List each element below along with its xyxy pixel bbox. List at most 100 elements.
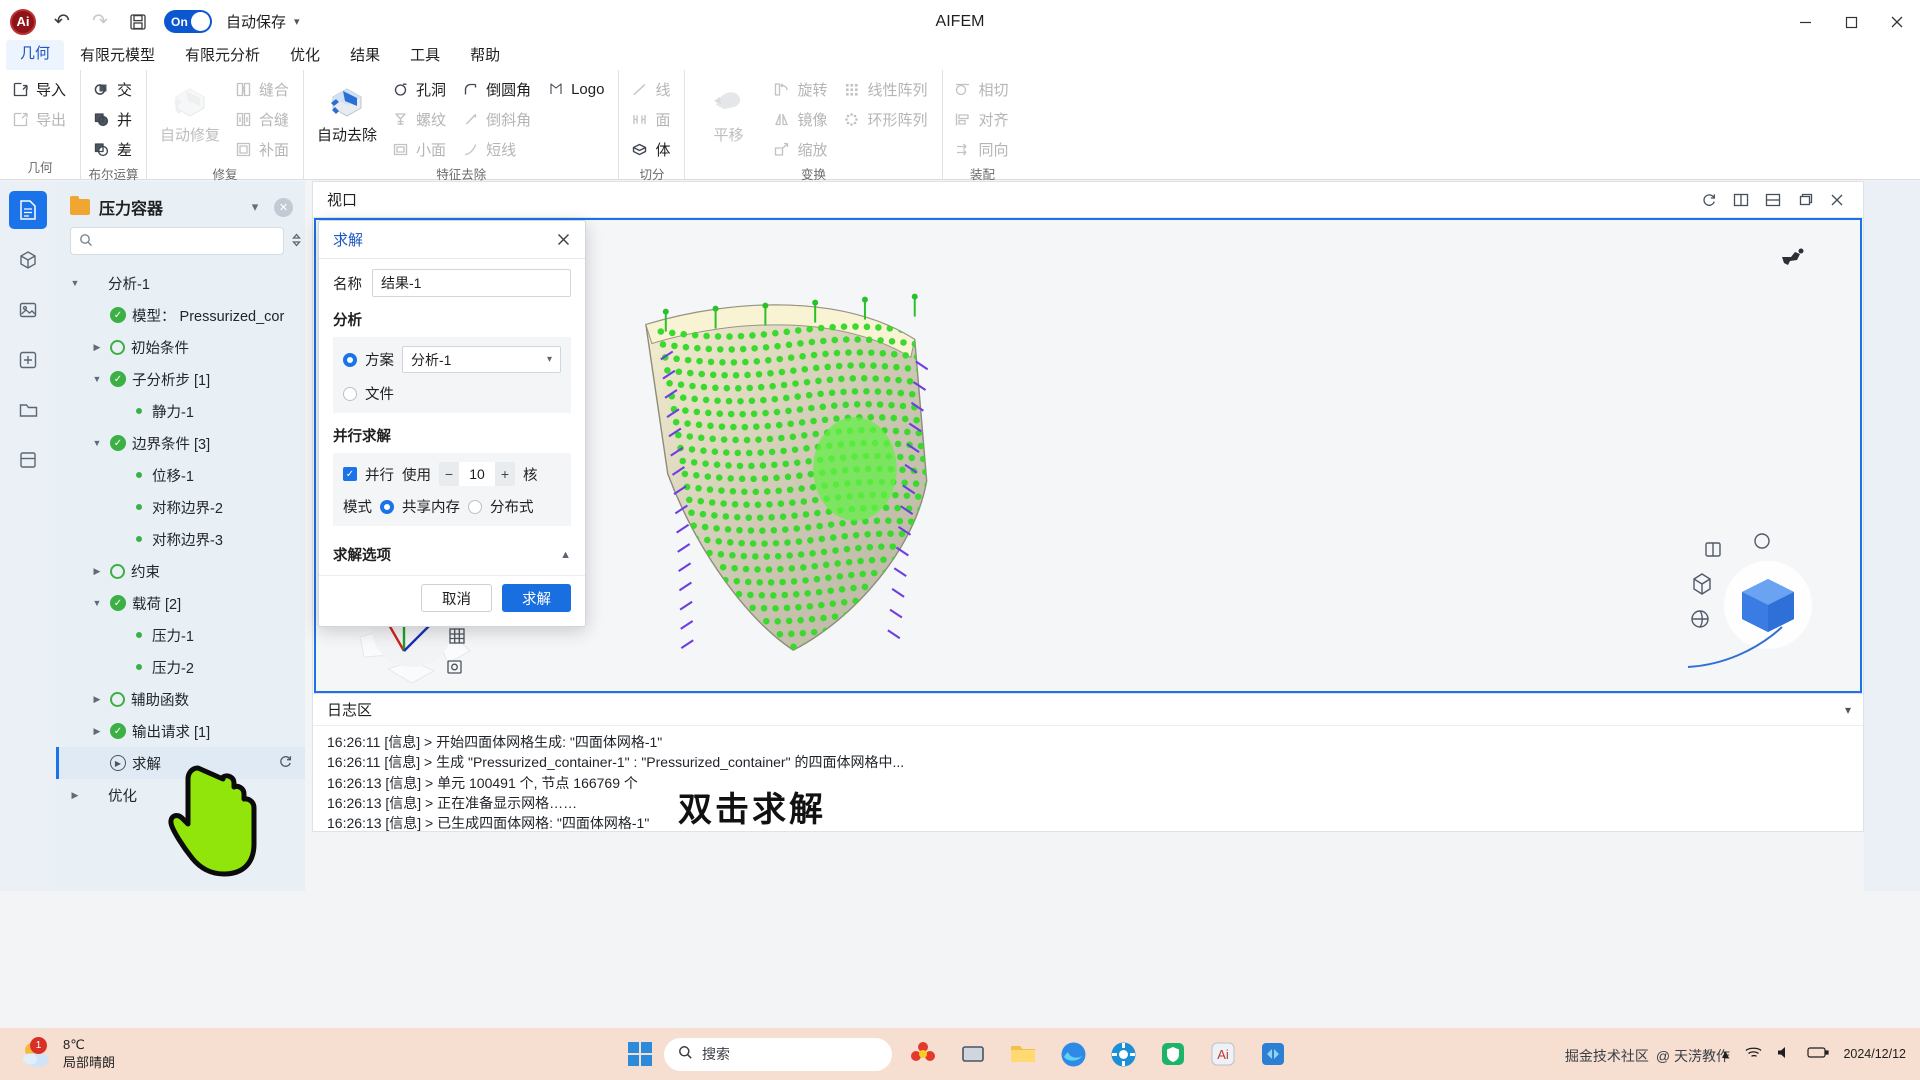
chevron-down-icon[interactable]: ▼ (92, 598, 102, 608)
rail-item-document-tree[interactable] (9, 191, 47, 229)
taskbar-search[interactable]: 搜索 (664, 1037, 892, 1071)
cores-increment-button[interactable]: + (500, 466, 510, 482)
ribbon-button-fillet-icon[interactable]: 倒圆角 (456, 74, 539, 104)
refresh-icon[interactable] (278, 754, 293, 772)
settings-icon[interactable] (1104, 1035, 1142, 1073)
rail-item-layers[interactable] (9, 441, 47, 479)
autosave-toggle[interactable]: On (164, 10, 212, 33)
menu-item-1[interactable]: 有限元模型 (80, 47, 156, 64)
ribbon-button-tangent-icon[interactable]: 相切 (949, 74, 1017, 104)
close-icon[interactable] (1821, 185, 1853, 215)
ribbon-button-union-icon[interactable]: 并 (87, 104, 140, 134)
task-view-icon[interactable] (954, 1035, 992, 1073)
menu-item-4[interactable]: 结果 (350, 47, 381, 64)
network-icon[interactable] (1745, 1045, 1762, 1063)
ribbon-button-subtract-icon[interactable]: 差 (87, 134, 140, 164)
tree-node-5[interactable]: ▼ ✓ 边界条件 [3] (56, 427, 305, 459)
log-lines[interactable]: 16:26:11 [信息] > 开始四面体网格生成: "四面体网格-1" 16:2… (313, 726, 1863, 833)
shield-app-icon[interactable] (1154, 1035, 1192, 1073)
chevron-right-icon[interactable]: ▶ (93, 693, 101, 704)
minimize-button[interactable] (1782, 0, 1828, 44)
mode-distributed-radio[interactable] (468, 499, 482, 514)
undo-icon[interactable]: ↶ (54, 11, 70, 32)
tree-node-0[interactable]: ▼ 分析-1 (56, 267, 305, 299)
solve-button[interactable]: 求解 (502, 584, 571, 612)
ribbon-button-rotate-icon[interactable]: 旋转 (767, 74, 835, 104)
ribbon-button-export-icon[interactable]: 导出 (6, 104, 74, 134)
chevron-down-icon[interactable]: ▾ (1844, 702, 1851, 717)
tree-node-12[interactable]: 压力-2 (56, 651, 305, 683)
tree-node-3[interactable]: ▼ ✓ 子分析步 [1] (56, 363, 305, 395)
menu-item-0[interactable]: 几何 (6, 40, 65, 70)
maximize-button[interactable] (1828, 0, 1874, 44)
chevron-down-icon[interactable]: ▼ (92, 438, 102, 448)
sort-icon[interactable] (290, 232, 303, 251)
rail-item-cube[interactable] (9, 241, 47, 279)
tree-node-15[interactable]: ▶ 求解 (56, 747, 305, 779)
battery-icon[interactable] (1807, 1046, 1830, 1062)
volume-icon[interactable] (1776, 1045, 1793, 1063)
ribbon-button-auto-repair-icon[interactable]: 自动修复 (153, 74, 227, 145)
menu-item-5[interactable]: 工具 (410, 47, 441, 64)
ribbon-button-short-edge-icon[interactable]: 短线 (456, 134, 539, 164)
tree-node-1[interactable]: ✓ 模型： Pressurized_cor (56, 299, 305, 331)
split-horizontal-icon[interactable] (1757, 185, 1789, 215)
chevron-down-icon[interactable]: ▼ (70, 278, 80, 288)
ribbon-button-linear-pattern-icon[interactable]: 线性阵列 (837, 74, 935, 104)
mode-shared-radio[interactable] (380, 499, 394, 514)
flower-app-icon[interactable] (904, 1035, 942, 1073)
ribbon-button-circular-pattern-icon[interactable]: 环形阵列 (837, 104, 935, 134)
rail-item-add-box[interactable] (9, 341, 47, 379)
ribbon-button-translate-icon[interactable]: 平移 (691, 74, 765, 145)
weather-widget[interactable]: 1 8℃ 局部晴朗 (0, 1036, 115, 1071)
name-input[interactable]: 结果-1 (372, 269, 571, 297)
ribbon-button-import-icon[interactable]: 导入 (6, 74, 74, 104)
ribbon-button-same-direction-icon[interactable]: 同向 (949, 134, 1017, 164)
scheme-radio[interactable] (343, 352, 357, 367)
aifem-app-icon[interactable]: Ai (1204, 1035, 1242, 1073)
ribbon-button-auto-remove-icon[interactable]: 自动去除 (310, 74, 384, 145)
code-app-icon[interactable] (1254, 1035, 1292, 1073)
ribbon-button-merge-seam-icon[interactable]: 合缝 (229, 104, 297, 134)
tree-node-16[interactable]: ▶ 优化 (56, 779, 305, 811)
parallel-checkbox[interactable]: ✓ (343, 467, 357, 481)
ribbon-button-chamfer-icon[interactable]: 倒斜角 (456, 104, 539, 134)
close-button[interactable] (1874, 0, 1920, 44)
chevron-right-icon[interactable]: ▶ (93, 565, 101, 576)
tree-node-7[interactable]: 对称边界-2 (56, 491, 305, 523)
chevron-right-icon[interactable]: ▶ (93, 725, 101, 736)
tree-node-4[interactable]: 静力-1 (56, 395, 305, 427)
chevron-down-icon[interactable]: ▼ (92, 374, 102, 384)
ribbon-button-face-icon[interactable]: 面 (625, 104, 678, 134)
close-icon[interactable]: ✕ (274, 197, 293, 217)
tree-node-6[interactable]: 位移-1 (56, 459, 305, 491)
chevron-down-icon[interactable]: ▾ (251, 199, 259, 214)
rail-item-folder-open[interactable] (9, 391, 47, 429)
ribbon-button-logo-icon[interactable]: Logo (541, 74, 612, 104)
tree-node-14[interactable]: ▶ ✓ 输出请求 [1] (56, 715, 305, 747)
file-explorer-icon[interactable] (1004, 1035, 1042, 1073)
cores-value[interactable]: 10 (459, 462, 495, 486)
ribbon-button-scale-icon[interactable]: 缩放 (767, 134, 835, 164)
tree-node-10[interactable]: ▼ ✓ 载荷 [2] (56, 587, 305, 619)
ribbon-button-thread-icon[interactable]: 螺纹 (386, 104, 454, 134)
ribbon-button-stitch-icon[interactable]: 缝合 (229, 74, 297, 104)
rail-item-image[interactable] (9, 291, 47, 329)
more-options-icon[interactable]: ▾ (294, 16, 300, 28)
parallel-checkbox-row[interactable]: ✓ 并行 使用 − 10 + 核 (343, 462, 561, 486)
chevron-right-icon[interactable]: ▶ (71, 789, 79, 800)
tree-node-8[interactable]: 对称边界-3 (56, 523, 305, 555)
chevron-right-icon[interactable]: ▶ (93, 341, 101, 352)
refresh-icon[interactable] (1693, 185, 1725, 215)
edge-browser-icon[interactable] (1054, 1035, 1092, 1073)
ribbon-button-mirror-icon[interactable]: 镜像 (767, 104, 835, 134)
scheme-radio-row[interactable]: 方案 分析-1 ▾ (343, 346, 561, 373)
ribbon-button-align-icon[interactable]: 对齐 (949, 104, 1017, 134)
cancel-button[interactable]: 取消 (421, 584, 492, 612)
search-input[interactable] (99, 233, 275, 249)
menu-item-6[interactable]: 帮助 (470, 47, 501, 64)
cores-stepper[interactable]: − 10 + (439, 462, 515, 486)
tree-node-11[interactable]: 压力-1 (56, 619, 305, 651)
ribbon-button-line-icon[interactable]: 线 (625, 74, 678, 104)
solve-options-row[interactable]: 求解选项 ▲ (333, 538, 571, 575)
